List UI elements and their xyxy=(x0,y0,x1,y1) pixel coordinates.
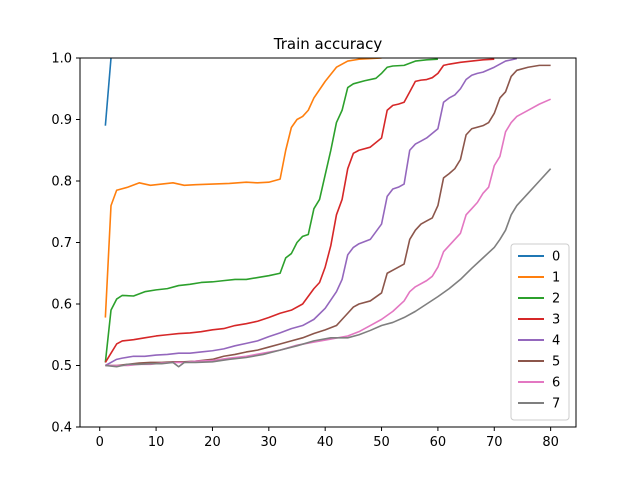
x-tick-label: 60 xyxy=(430,435,447,450)
y-tick-label: 0.7 xyxy=(51,236,72,251)
legend-label-5: 5 xyxy=(552,355,560,370)
x-tick-label: 80 xyxy=(542,435,559,450)
legend-label-7: 7 xyxy=(552,397,560,412)
legend-label-3: 3 xyxy=(552,313,560,328)
legend: 0 1 2 3 4 5 6 7 xyxy=(510,243,570,421)
x-tick-label: 40 xyxy=(317,435,334,450)
series-line-7 xyxy=(105,168,552,368)
x-tick-label: 50 xyxy=(373,435,390,450)
series-line-0 xyxy=(104,58,112,126)
y-tick-label: 0.5 xyxy=(51,359,72,374)
legend-box xyxy=(510,243,570,421)
y-tick-label: 0.6 xyxy=(51,298,72,313)
series-line-2 xyxy=(104,58,438,363)
legend-label-1: 1 xyxy=(552,271,560,286)
x-tick-label: 20 xyxy=(204,435,221,450)
legend-label-6: 6 xyxy=(552,376,560,391)
legend-label-2: 2 xyxy=(552,292,560,307)
x-tick-label: 70 xyxy=(486,435,503,450)
x-axis: 0 10 20 30 40 50 60 70 80 xyxy=(96,427,559,450)
y-axis: 0.4 0.5 0.6 0.7 0.8 0.9 1.0 xyxy=(51,52,80,436)
y-tick-label: 1.0 xyxy=(51,52,72,67)
legend-label-4: 4 xyxy=(552,334,560,349)
x-tick-label: 30 xyxy=(261,435,278,450)
series-layer xyxy=(104,58,552,368)
x-tick-label: 0 xyxy=(96,435,104,450)
y-tick-label: 0.4 xyxy=(51,421,72,436)
y-tick-label: 0.9 xyxy=(51,113,72,128)
x-tick-label: 10 xyxy=(148,435,165,450)
legend-label-0: 0 xyxy=(552,250,560,265)
chart-title: Train accuracy xyxy=(273,35,383,53)
y-tick-label: 0.8 xyxy=(51,175,72,190)
series-line-4 xyxy=(104,58,517,367)
series-line-3 xyxy=(104,58,495,363)
series-line-1 xyxy=(104,58,382,318)
